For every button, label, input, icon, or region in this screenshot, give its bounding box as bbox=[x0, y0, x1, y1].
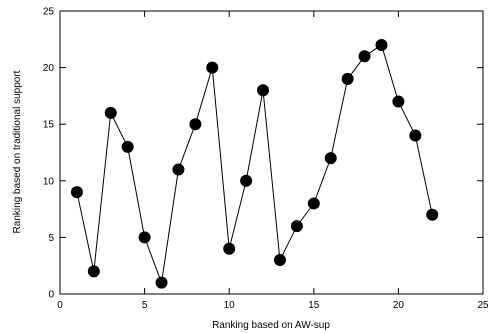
y-tick-label: 5 bbox=[48, 233, 54, 244]
data-point bbox=[341, 72, 354, 85]
y-tick-label: 0 bbox=[48, 290, 54, 301]
y-tick-label: 20 bbox=[43, 63, 55, 74]
data-point bbox=[138, 231, 151, 244]
x-axis-title: Ranking based on AW-sup bbox=[212, 320, 330, 331]
data-point bbox=[392, 95, 405, 108]
data-point bbox=[240, 174, 253, 187]
data-point bbox=[121, 140, 134, 153]
data-point bbox=[358, 50, 371, 63]
y-tick-label: 25 bbox=[43, 7, 55, 18]
data-point bbox=[409, 129, 422, 142]
ticks-layer: 0 5 10 15 20 25 0 5 10 15 20 25 bbox=[43, 7, 488, 312]
data-point bbox=[426, 208, 439, 221]
x-tick-label: 25 bbox=[477, 300, 488, 311]
data-point bbox=[189, 118, 202, 131]
data-point bbox=[375, 38, 388, 51]
plot-frame bbox=[59, 10, 484, 295]
data-point bbox=[206, 61, 219, 74]
y-tick-label: 15 bbox=[43, 120, 55, 131]
data-point bbox=[172, 163, 185, 176]
x-tick-label: 5 bbox=[142, 300, 148, 311]
data-point bbox=[290, 220, 303, 233]
y-axis-title: Ranking based on traditional support bbox=[12, 70, 23, 233]
x-tick-label: 0 bbox=[57, 300, 63, 311]
series-line bbox=[76, 44, 433, 285]
y-tick-label: 10 bbox=[43, 176, 55, 187]
data-point bbox=[257, 84, 270, 97]
data-point bbox=[70, 186, 83, 199]
data-point bbox=[223, 242, 236, 255]
data-point bbox=[104, 106, 117, 119]
series-layer bbox=[70, 38, 439, 289]
data-point bbox=[155, 276, 168, 289]
data-point bbox=[324, 152, 337, 165]
x-tick-label: 20 bbox=[393, 300, 405, 311]
x-tick-label: 10 bbox=[224, 300, 236, 311]
data-point bbox=[87, 265, 100, 278]
x-tick-label: 15 bbox=[308, 300, 320, 311]
data-point bbox=[273, 254, 286, 267]
data-point bbox=[307, 197, 320, 210]
